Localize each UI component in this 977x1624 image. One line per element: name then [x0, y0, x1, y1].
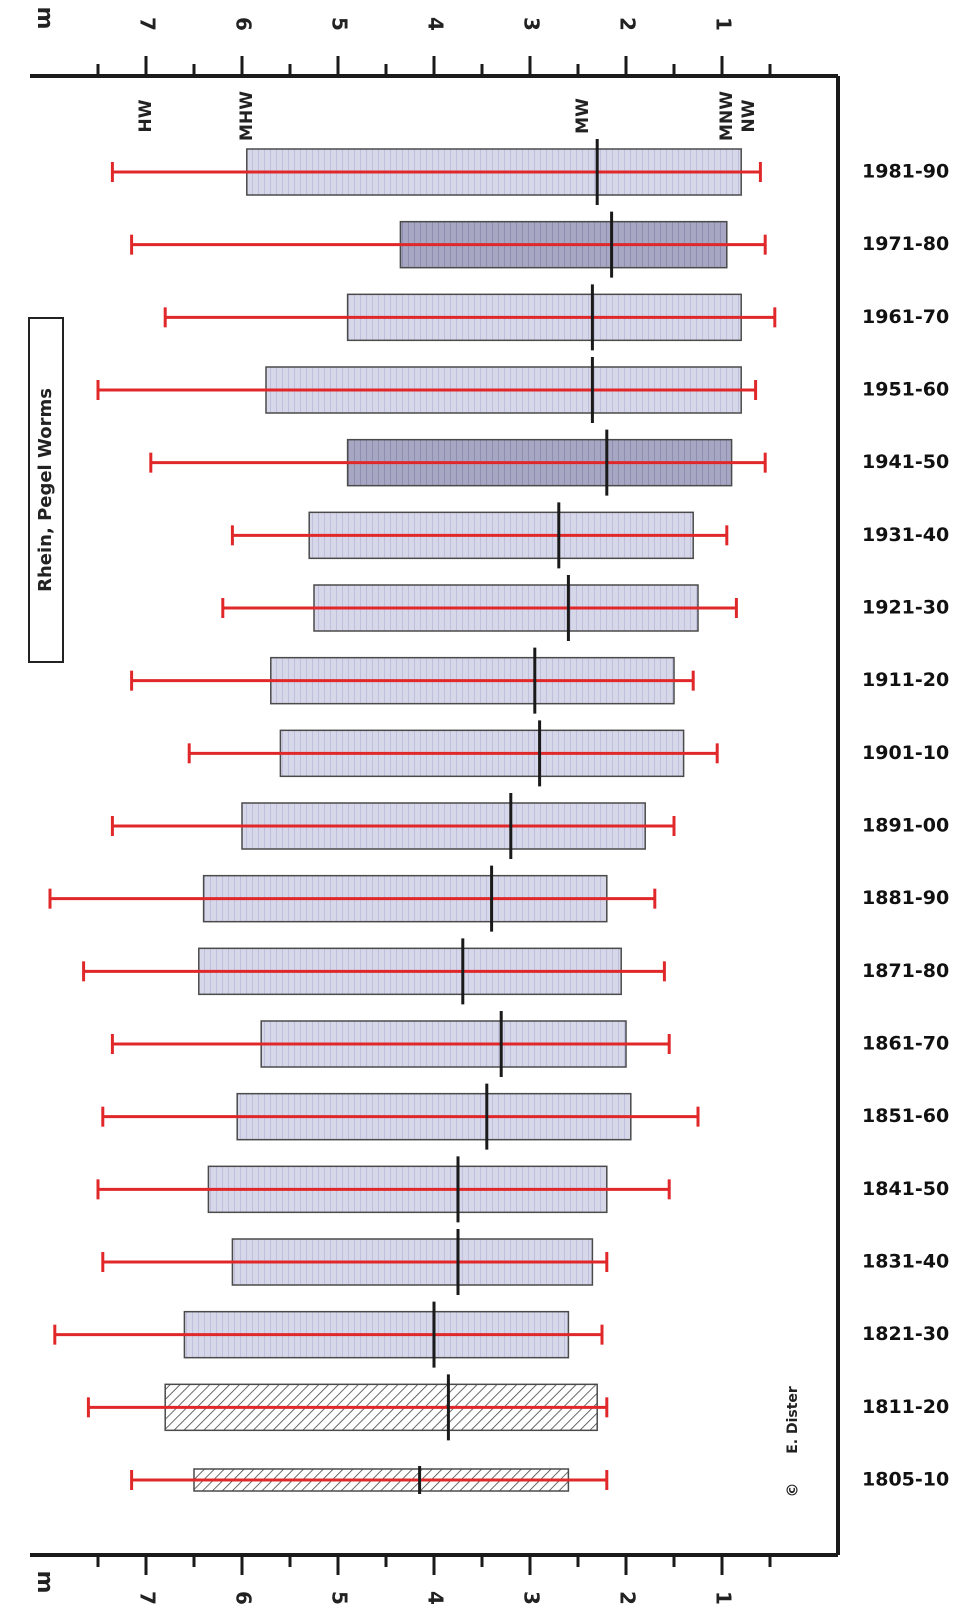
reference-labels: HW MHW MW MNW NW	[136, 91, 759, 141]
period-label: 1891-00	[862, 815, 949, 837]
copyright-symbol: ©	[784, 1483, 802, 1498]
bottom-unit-label: m	[32, 1571, 57, 1594]
period-label: 1941-50	[862, 451, 949, 473]
top-axis-tick-label: 1	[712, 17, 736, 31]
period-1951-60	[96, 357, 758, 423]
ref-label-mnw: MNW	[717, 91, 737, 141]
top-axis-tick-label: 7	[136, 17, 160, 31]
period-1911-20	[130, 647, 695, 714]
title-box	[28, 317, 64, 663]
period-label: 1851-60	[862, 1105, 949, 1127]
period-label: 1881-90	[862, 887, 949, 909]
period-label: 1961-70	[862, 306, 949, 328]
chart-title: Rhein, Pegel Worms	[35, 388, 56, 592]
bottom-axis-tick-label: 1	[712, 1591, 736, 1605]
top-axis-tick-label: 6	[232, 17, 256, 31]
period-1961-70	[163, 284, 777, 351]
period-1981-90	[110, 139, 762, 205]
ref-label-mhw: MHW	[237, 91, 257, 141]
period-label: 1931-40	[862, 524, 949, 546]
period-1931-40	[230, 502, 729, 569]
period-1811-20	[86, 1374, 609, 1441]
period-1861-70	[110, 1011, 671, 1077]
period-label: 1871-80	[862, 960, 949, 982]
bottom-axis-tick-label: 3	[520, 1591, 544, 1605]
period-label: 1841-50	[862, 1178, 949, 1200]
period-1971-80	[130, 211, 767, 278]
period-label: 1971-80	[862, 233, 949, 255]
period-label: 1921-30	[862, 597, 949, 619]
period-label: 1811-20	[862, 1396, 949, 1418]
top-axis-tick-label: 2	[616, 17, 640, 31]
top-axis-tick-label: 5	[328, 17, 352, 31]
period-label: 1805-10	[862, 1469, 949, 1491]
period-1851-60	[101, 1083, 700, 1150]
period-1901-10	[187, 720, 719, 787]
period-1821-30	[53, 1301, 604, 1368]
bottom-axis-tick-label: 4	[424, 1591, 448, 1605]
ref-label-nw: NW	[739, 99, 759, 132]
period-1941-50	[149, 429, 767, 496]
ref-label-mw: MW	[573, 98, 593, 134]
range-bars	[48, 139, 777, 1494]
period-label: 1861-70	[862, 1033, 949, 1055]
period-label: 1911-20	[862, 669, 949, 691]
period-label: 1951-60	[862, 379, 949, 401]
ref-label-hw: HW	[136, 99, 156, 132]
period-1871-80	[82, 938, 666, 1005]
period-1891-00	[110, 793, 676, 859]
top-unit-label: m	[32, 7, 57, 30]
period-1805-10	[130, 1466, 609, 1494]
bottom-axis: 1 2 3 4 5 6 7	[78, 1553, 772, 1605]
period-1921-30	[221, 575, 738, 641]
bottom-axis-tick-label: 2	[616, 1591, 640, 1605]
period-labels: 1981-90 1971-80 1961-70 1951-60 1941-50 1931-…	[862, 161, 949, 1491]
period-1841-50	[96, 1156, 671, 1223]
period-label: 1821-30	[862, 1323, 949, 1345]
top-axis-tick-label: 3	[520, 17, 544, 31]
credit-text: E. Dister	[785, 1386, 801, 1454]
period-1831-40	[101, 1229, 609, 1295]
period-label: 1831-40	[862, 1251, 949, 1273]
period-label: 1981-90	[862, 161, 949, 183]
bottom-axis-tick-label: 5	[328, 1591, 352, 1605]
bottom-axis-tick-label: 7	[136, 1591, 160, 1605]
top-axis-tick-label: 4	[424, 17, 448, 31]
top-axis: 1 2 3 4 5 6 7	[78, 17, 772, 78]
period-label: 1901-10	[862, 742, 949, 764]
bottom-axis-tick-label: 6	[232, 1591, 256, 1605]
period-1881-90	[48, 865, 657, 932]
